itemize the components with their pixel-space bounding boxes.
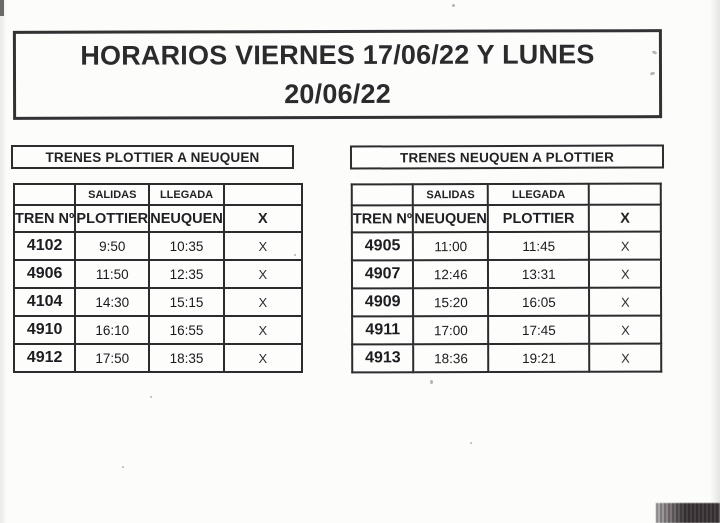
train-number-cell: 4907 — [351, 260, 414, 289]
cancelled-mark-cell: X — [589, 287, 662, 316]
train-number-cell: 4104 — [12, 287, 77, 317]
scan-speck — [122, 466, 124, 468]
departure-time-cell: 14:30 — [74, 287, 151, 317]
cancelled-mark-cell: X — [589, 343, 662, 372]
departure-time-cell: 17:50 — [74, 343, 151, 373]
train-number-cell: 4910 — [12, 315, 77, 345]
page-title-line2: 20/06/22 — [284, 78, 391, 109]
title-box: HORARIOS VIERNES 17/06/22 Y LUNES 20/06/… — [12, 29, 663, 120]
train-no-header: TREN Nº — [12, 204, 77, 233]
train-number-cell: 4911 — [352, 316, 414, 345]
scan-speck — [470, 442, 472, 444]
cancelled-mark-cell: X — [589, 315, 662, 344]
cancelled-mark-cell: X — [589, 259, 662, 288]
arrive-station-header: NEUQUEN — [148, 204, 225, 233]
train-number-cell: 4909 — [352, 288, 414, 317]
table-row: 4907 12:46 13:31 X — [351, 259, 662, 289]
arrival-time-cell: 16:55 — [148, 315, 225, 345]
table-row: 4905 11:00 11:45 X — [351, 231, 662, 261]
train-number-cell: 4912 — [12, 343, 77, 373]
arrival-time-cell: 12:35 — [148, 259, 225, 289]
header-row: TREN Nº PLOTTIER NEUQUEN X — [12, 204, 303, 233]
arrival-time-cell: 18:35 — [148, 343, 225, 373]
departure-time-cell: 17:00 — [413, 316, 489, 345]
arrival-time-cell: 17:45 — [488, 315, 590, 345]
scan-speck — [150, 396, 152, 398]
arrival-time-cell: 10:35 — [148, 231, 225, 261]
section-title-neuquen-a-plottier: TRENES NEUQUEN A PLOTTIER — [349, 144, 665, 170]
llegada-header: LLEGADA — [488, 183, 590, 206]
scan-edge-mark — [0, 0, 4, 16]
table-row: 4913 18:36 19:21 X — [352, 343, 662, 373]
train-no-header: TREN Nº — [351, 205, 414, 233]
schedule-table-plottier-a-neuquen: SALIDAS LLEGADA TREN Nº PLOTTIER NEUQUEN… — [12, 183, 303, 373]
cancelled-mark-cell: X — [222, 259, 303, 289]
train-number-cell: 4906 — [12, 259, 77, 289]
arrive-station-header: PLOTTIER — [488, 204, 590, 233]
table-row: 4906 11:50 12:35 X — [12, 259, 303, 289]
table-row: 4102 9:50 10:35 X — [12, 231, 303, 261]
scan-right-edge-shade — [710, 0, 720, 523]
table-row: 4912 17:50 18:35 X — [12, 343, 303, 373]
empty-header-cell — [589, 183, 662, 205]
scan-speck — [430, 380, 433, 384]
x-column-header: X — [589, 204, 662, 232]
arrival-time-cell: 16:05 — [488, 287, 590, 317]
departure-time-cell: 11:00 — [413, 232, 489, 261]
cancelled-mark-cell: X — [222, 231, 303, 261]
train-number-cell: 4102 — [12, 231, 77, 261]
llegada-header: LLEGADA — [148, 183, 225, 206]
arrival-time-cell: 11:45 — [488, 231, 590, 261]
departure-time-cell: 16:10 — [74, 315, 151, 345]
scan-speck — [452, 4, 455, 7]
empty-header-cell — [222, 183, 303, 206]
subheader-row: SALIDAS LLEGADA — [351, 183, 662, 206]
x-column-header: X — [222, 204, 303, 233]
subheader-row: SALIDAS LLEGADA — [12, 183, 303, 206]
depart-station-header: NEUQUEN — [413, 205, 489, 233]
departure-time-cell: 12:46 — [413, 260, 489, 289]
header-row: TREN Nº NEUQUEN PLOTTIER X — [351, 204, 662, 233]
arrival-time-cell: 19:21 — [488, 343, 590, 373]
salidas-header: SALIDAS — [74, 183, 151, 206]
departure-time-cell: 9:50 — [74, 231, 151, 261]
table-row: 4911 17:00 17:45 X — [352, 315, 662, 345]
empty-corner-cell — [351, 184, 414, 206]
train-number-cell: 4905 — [351, 232, 414, 261]
scan-speck — [294, 254, 296, 256]
arrival-time-cell: 15:15 — [148, 287, 225, 317]
scan-binding-shadow — [656, 503, 720, 523]
departure-time-cell: 11:50 — [74, 259, 151, 289]
cancelled-mark-cell: X — [222, 343, 303, 373]
arrival-time-cell: 13:31 — [488, 259, 590, 289]
cancelled-mark-cell: X — [222, 315, 303, 345]
scan-left-edge-shade — [0, 0, 7, 523]
page-title-line1: HORARIOS VIERNES 17/06/22 Y LUNES — [80, 39, 595, 71]
train-number-cell: 4913 — [352, 344, 414, 373]
departure-time-cell: 18:36 — [413, 344, 489, 373]
salidas-header: SALIDAS — [413, 184, 489, 206]
departure-time-cell: 15:20 — [413, 288, 489, 317]
schedule-table-neuquen-a-plottier: SALIDAS LLEGADA TREN Nº NEUQUEN PLOTTIER… — [351, 183, 663, 374]
depart-station-header: PLOTTIER — [74, 204, 151, 233]
cancelled-mark-cell: X — [222, 287, 303, 317]
table-row: 4104 14:30 15:15 X — [12, 287, 303, 317]
cancelled-mark-cell: X — [589, 231, 662, 260]
table-row: 4910 16:10 16:55 X — [12, 315, 303, 345]
section-title-plottier-a-neuquen: TRENES PLOTTIER A NEUQUEN — [11, 145, 294, 169]
table-row: 4909 15:20 16:05 X — [352, 287, 662, 317]
empty-corner-cell — [12, 183, 77, 206]
